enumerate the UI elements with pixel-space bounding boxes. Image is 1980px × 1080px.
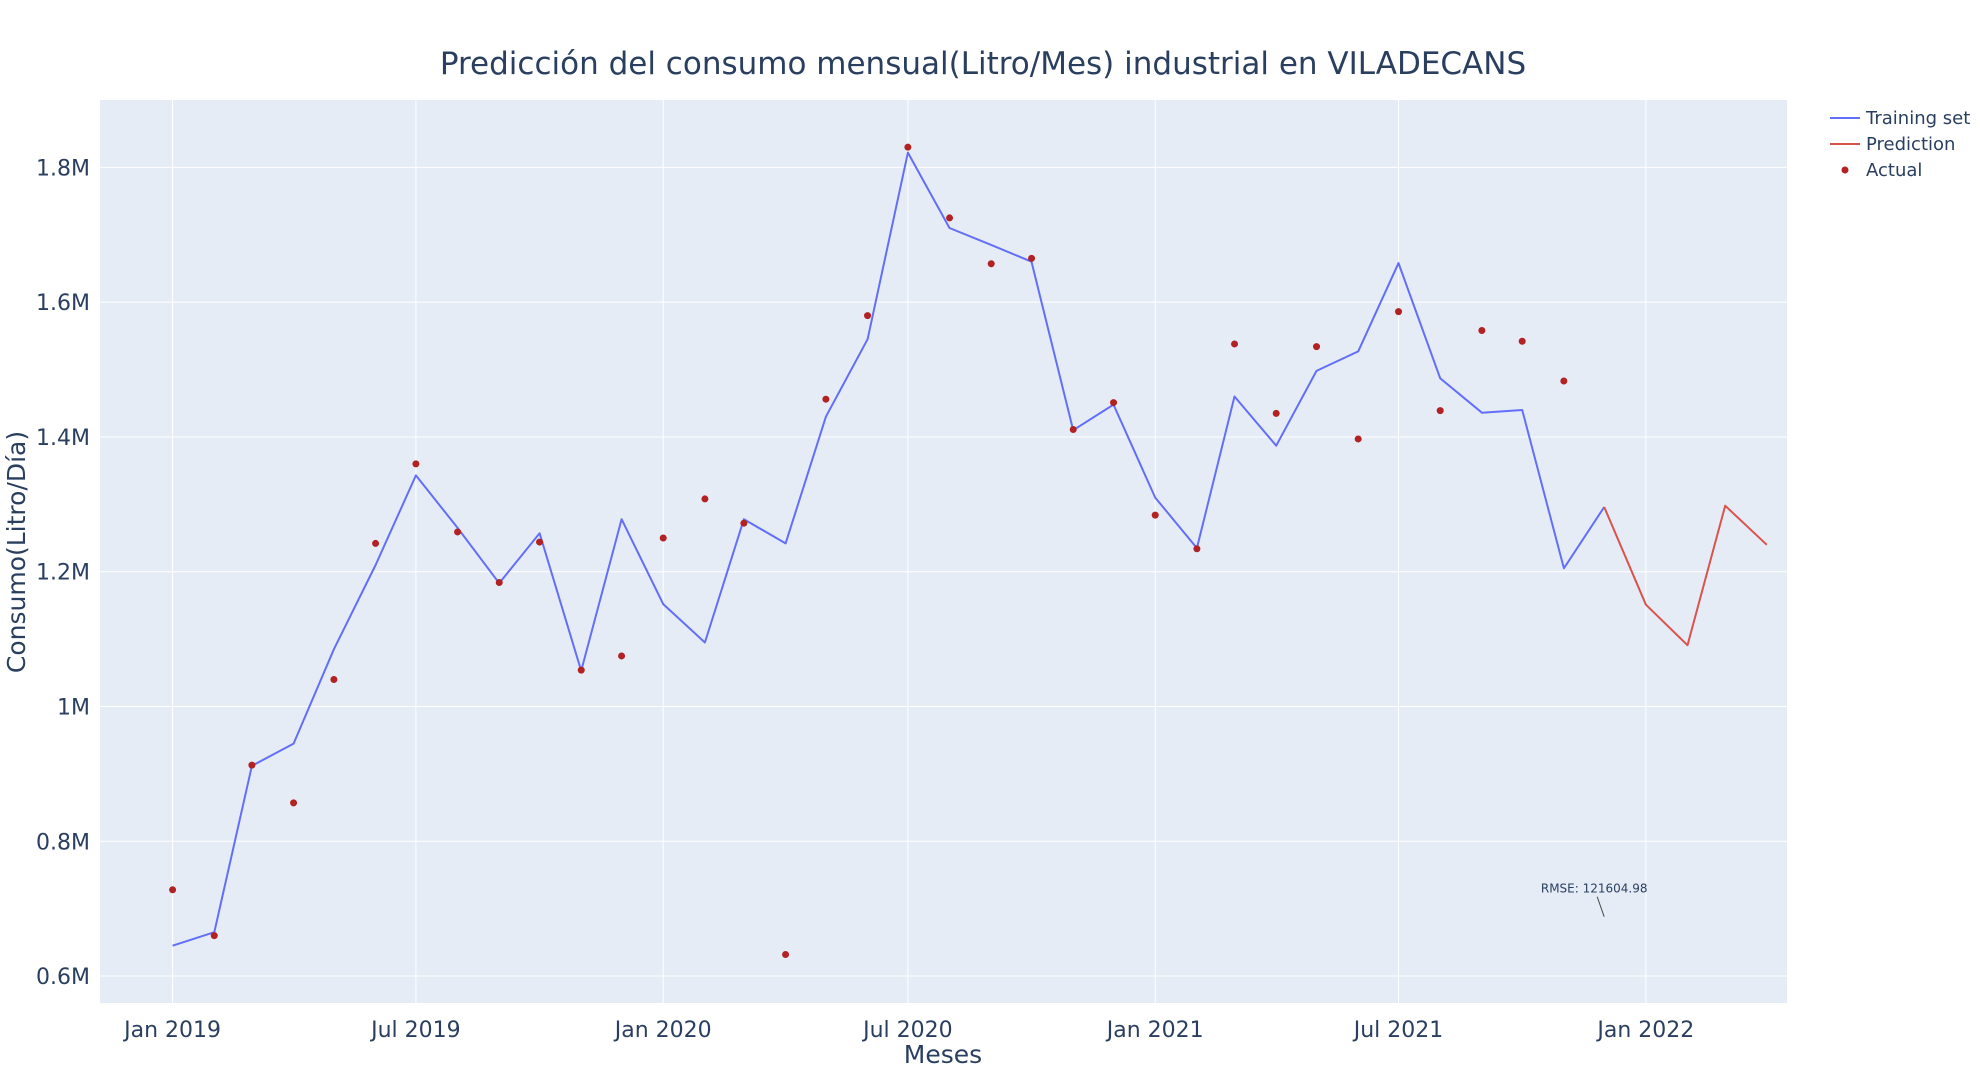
y-tick-label: 1.6M	[36, 291, 90, 316]
x-tick-label: Jul 2020	[861, 1018, 953, 1043]
actual-point	[1313, 343, 1321, 351]
actual-point	[169, 886, 177, 894]
legend-item-training-set[interactable]: Training set	[1830, 108, 1970, 129]
legend-item-prediction[interactable]: Prediction	[1830, 134, 1955, 155]
legend[interactable]: Training set Prediction Actual	[1830, 108, 1970, 181]
actual-point	[290, 799, 298, 807]
y-tick-label: 1.2M	[36, 561, 90, 586]
actual-point	[412, 460, 420, 468]
actual-point	[1151, 511, 1159, 519]
actual-point	[372, 539, 380, 547]
training-set-line	[172, 151, 1606, 947]
legend-swatch	[1841, 166, 1849, 174]
rmse-annotation: RMSE: 121604.98	[1541, 882, 1648, 896]
actual-point	[495, 578, 503, 586]
actual-point	[330, 676, 338, 684]
actual-point	[822, 395, 830, 403]
actual-point	[740, 519, 748, 527]
legend-label: Actual	[1866, 160, 1922, 181]
actual-point	[1028, 254, 1036, 262]
x-tick-label: Jul 2021	[1352, 1018, 1444, 1043]
plot-background	[100, 100, 1787, 1003]
x-tick-label: Jan 2021	[1105, 1018, 1204, 1043]
actual-point	[1436, 407, 1444, 415]
actual-point	[701, 495, 709, 503]
x-tick-label: Jan 2019	[122, 1018, 221, 1043]
actual-point	[987, 260, 995, 268]
y-tick-label: 1.8M	[36, 156, 90, 181]
actual-point	[864, 312, 872, 320]
actual-point	[782, 950, 790, 958]
actual-point	[1069, 426, 1077, 434]
actual-point	[946, 214, 954, 222]
x-tick-label: Jan 2022	[1595, 1018, 1694, 1043]
actual-point	[1193, 545, 1201, 553]
grid	[100, 100, 1787, 1003]
x-tick-label: Jul 2019	[369, 1018, 461, 1043]
actual-point	[904, 143, 912, 151]
axes: 0.6M 0.8M 1M 1.2M 1.4M 1.6M 1.8M Jan 2019 Jul 20…	[36, 156, 1694, 1043]
actual-point	[1395, 308, 1403, 316]
y-axis-title: Consumo(Litro/Día)	[2, 431, 31, 673]
actual-point	[1478, 326, 1486, 334]
legend-label: Training set	[1865, 108, 1970, 129]
prediction-line	[1603, 504, 1768, 647]
chart-title: Predicción del consumo mensual(Litro/Mes…	[440, 46, 1526, 82]
actual-point	[1272, 409, 1280, 417]
y-tick-label: 1M	[57, 695, 90, 720]
actual-point	[1518, 337, 1526, 345]
y-tick-label: 1.4M	[36, 426, 90, 451]
actual-point	[659, 534, 667, 542]
x-tick-label: Jan 2020	[613, 1018, 712, 1043]
actual-point	[536, 538, 544, 546]
legend-item-actual[interactable]: Actual	[1841, 160, 1923, 181]
annotations: RMSE: 121604.98	[1541, 882, 1648, 917]
actual-point	[1231, 340, 1239, 348]
y-tick-label: 0.8M	[36, 830, 90, 855]
actual-point	[454, 528, 462, 536]
annotation-arrow	[1596, 896, 1605, 917]
series-layer	[169, 143, 1768, 958]
actual-point	[248, 761, 256, 769]
actual-point	[1110, 399, 1118, 407]
actual-point	[618, 652, 626, 660]
legend-label: Prediction	[1866, 134, 1955, 155]
x-axis-title: Meses	[904, 1040, 982, 1069]
y-tick-label: 0.6M	[36, 965, 90, 990]
actual-point	[210, 932, 218, 940]
actual-point	[1560, 377, 1568, 385]
actual-point	[1354, 435, 1362, 443]
actual-point	[577, 666, 585, 674]
